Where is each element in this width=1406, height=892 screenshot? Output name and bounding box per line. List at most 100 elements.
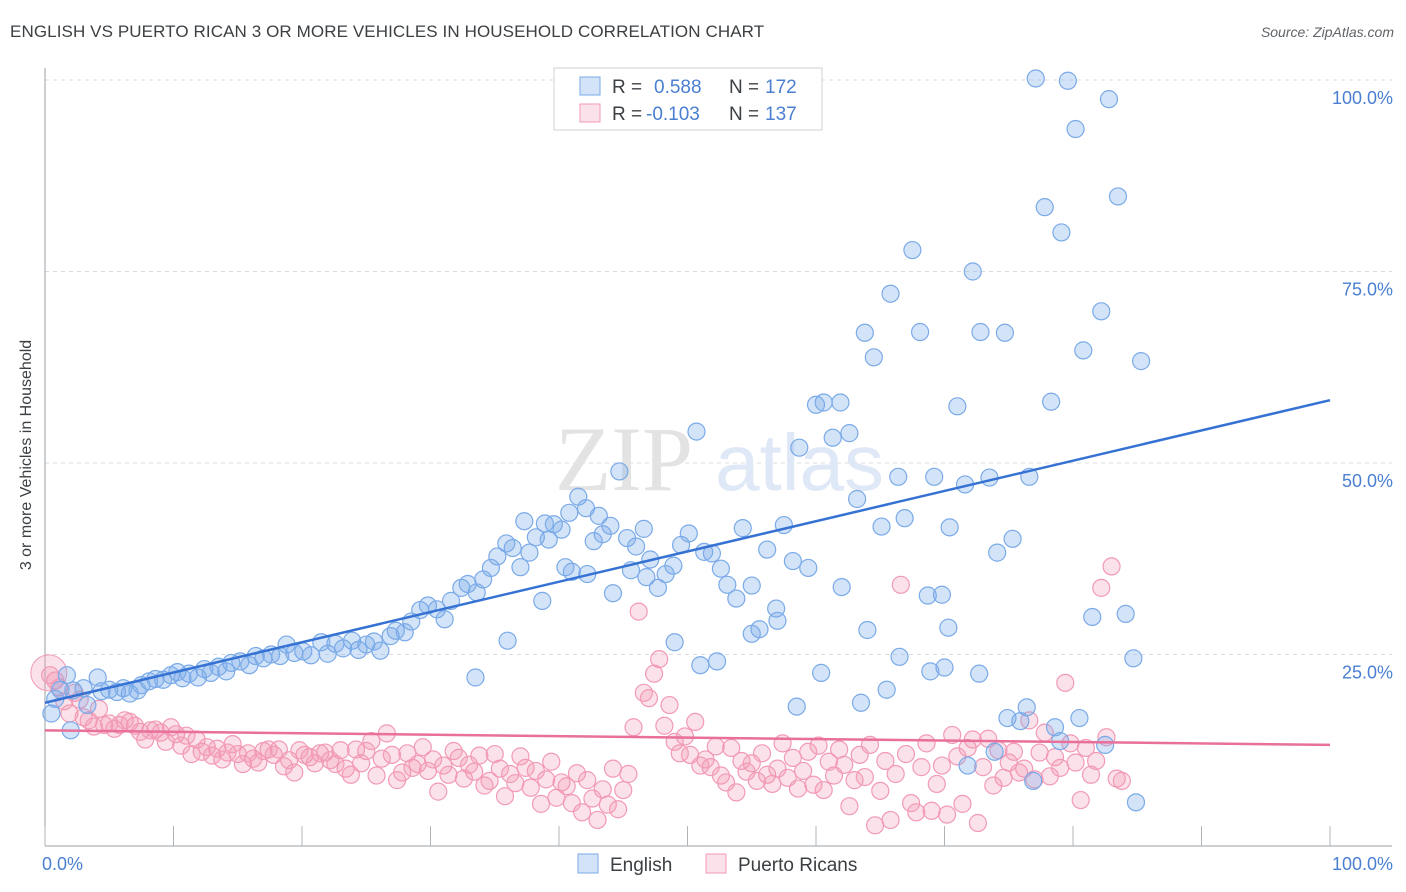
puerto-rican-point (758, 765, 777, 784)
puerto-rican-point (367, 766, 386, 785)
puerto-rican-point (326, 754, 345, 774)
english-point (371, 641, 390, 660)
puerto-rican-points (30, 557, 1131, 835)
english-point (971, 322, 990, 342)
puerto-rican-point (495, 787, 515, 806)
puerto-rican-point (722, 738, 741, 758)
puerto-rican-point (1066, 753, 1085, 772)
english-point (648, 578, 668, 597)
x-tick-label: 0.0% (42, 854, 83, 874)
puerto-rican-point (1081, 765, 1101, 784)
y-tick-label: 50.0% (1342, 471, 1393, 491)
english-point (584, 532, 603, 551)
trend-lines (44, 398, 1331, 747)
puerto-rican-point (799, 742, 818, 761)
y-tick-label: 75.0% (1342, 280, 1393, 300)
puerto-rican-point (768, 759, 787, 778)
puerto-rican-point (927, 774, 946, 794)
puerto-rican-point (310, 744, 330, 763)
english-point (711, 559, 731, 578)
puerto-rican-point (341, 765, 360, 784)
english-point (1017, 698, 1036, 717)
english-point (832, 577, 851, 597)
puerto-rican-point (331, 741, 350, 760)
english-point (718, 575, 737, 594)
puerto-rican-point (984, 776, 1003, 795)
bottom-legend-english: English (610, 855, 672, 876)
puerto-rican-point (413, 738, 432, 757)
english-point (1108, 187, 1128, 206)
puerto-rican-point (362, 731, 381, 751)
puerto-rican-point (912, 758, 931, 777)
english-point (1045, 718, 1065, 737)
puerto-rican-point (578, 771, 597, 790)
english-point (488, 547, 507, 566)
english-point (858, 620, 877, 640)
legend-r-value-english: 0.588 (654, 77, 702, 98)
english-point (768, 611, 787, 630)
english-point (935, 658, 954, 677)
watermark-atlas: atlas (715, 418, 884, 507)
english-point (750, 620, 769, 639)
legend-swatch-english (579, 76, 601, 96)
english-point (998, 708, 1017, 728)
english-point (562, 562, 581, 581)
puerto-rican-point (655, 716, 674, 735)
puerto-rican-point (490, 759, 509, 778)
puerto-rican-point (907, 803, 926, 822)
english-point (848, 489, 867, 509)
puerto-rican-point (1030, 743, 1049, 762)
english-point (503, 538, 522, 558)
english-point (466, 668, 485, 687)
puerto-rican-point (706, 737, 725, 756)
english-point (626, 537, 646, 556)
english-point (742, 576, 761, 595)
english-point (386, 621, 405, 640)
puerto-rican-point (609, 800, 628, 819)
english-point (921, 662, 940, 681)
puerto-rican-point (830, 740, 849, 759)
english-point (980, 468, 999, 487)
english-point (1096, 735, 1115, 754)
legend-r-label-english: R = (612, 77, 642, 98)
watermark-zip: ZIP (555, 408, 693, 510)
puerto-rican-point (814, 780, 833, 800)
gridlines (45, 79, 1392, 655)
puerto-rican-point (932, 756, 952, 775)
puerto-rican-point (968, 813, 988, 833)
puerto-rican-point (629, 602, 648, 621)
english-point (790, 438, 809, 457)
english-point (560, 503, 579, 522)
puerto-rican-trend-line (44, 729, 1331, 747)
puerto-rican-point (727, 783, 746, 802)
puerto-rican-point (876, 751, 895, 771)
puerto-rican-point (752, 744, 772, 763)
puerto-rican-point (238, 744, 258, 763)
english-point (364, 632, 384, 651)
english-point (610, 462, 629, 481)
puerto-rican-point (886, 764, 905, 784)
english-trend-line (44, 398, 1331, 704)
english-point (940, 518, 959, 537)
english-point (552, 520, 571, 539)
english-point (1042, 392, 1061, 411)
english-point (758, 540, 777, 559)
english-point (988, 543, 1007, 562)
puerto-rican-point (357, 741, 376, 761)
puerto-rican-point (619, 764, 638, 784)
puerto-rican-point (511, 747, 530, 766)
puerto-rican-point (660, 695, 679, 715)
english-point (601, 516, 620, 535)
english-point (511, 558, 530, 577)
puerto-rican-point (537, 770, 556, 789)
puerto-rican-point (372, 749, 391, 768)
puerto-rican-point (788, 779, 808, 798)
english-point (498, 631, 517, 650)
english-point (435, 610, 454, 629)
puerto-rican-point (573, 803, 592, 822)
puerto-rican-point (809, 736, 828, 755)
legend-n-value-english: 172 (765, 77, 797, 98)
puerto-rican-point (1004, 742, 1023, 761)
english-point (783, 551, 802, 571)
